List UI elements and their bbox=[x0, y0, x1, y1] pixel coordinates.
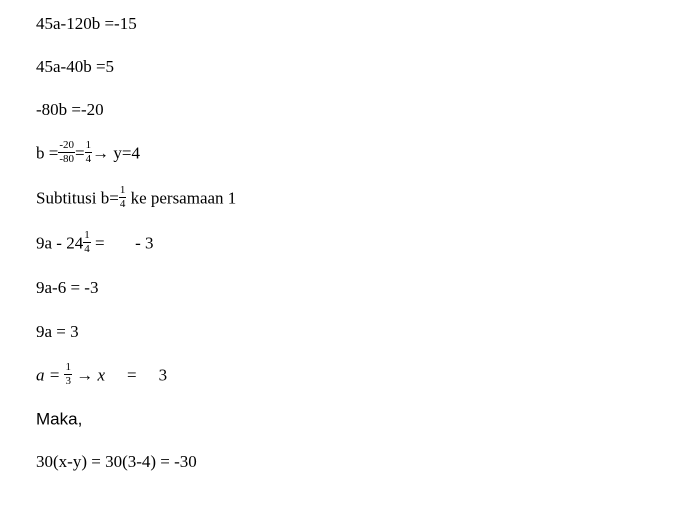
text: - 3 bbox=[131, 234, 154, 253]
numerator: 1 bbox=[64, 362, 72, 375]
text: → y=4 bbox=[92, 144, 140, 163]
numerator: 1 bbox=[85, 140, 93, 153]
equation-line-6: 9a - 2414 = - 3 bbox=[36, 231, 641, 256]
denominator: 4 bbox=[119, 198, 127, 210]
text: 45a-120b =-15 bbox=[36, 14, 137, 33]
text: 9a - 24 bbox=[36, 234, 83, 253]
maka-line: Maka, bbox=[36, 408, 641, 431]
text: b = bbox=[36, 144, 58, 163]
text: 30(x-y) = 30(3-4) = -30 bbox=[36, 452, 197, 471]
equation-line-7: 9a-6 = -3 bbox=[36, 276, 641, 299]
math-document: 45a-120b =-15 45a-40b =5 -80b =-20 b =-2… bbox=[0, 0, 677, 485]
equation-line-3: -80b =-20 bbox=[36, 98, 641, 121]
fraction: 14 bbox=[85, 140, 93, 165]
fraction: -20-80 bbox=[58, 140, 75, 165]
equation-line-4: b =-20-80=14→ y=4 bbox=[36, 141, 641, 166]
equation-line-2: 45a-40b =5 bbox=[36, 55, 641, 78]
text: -80b =-20 bbox=[36, 100, 104, 119]
numerator: 1 bbox=[119, 185, 127, 198]
text: 45a-40b =5 bbox=[36, 57, 114, 76]
text: → x bbox=[72, 365, 105, 384]
text: Subtitusi b= bbox=[36, 189, 119, 208]
text: ke persamaan 1 bbox=[126, 189, 236, 208]
numerator: 1 bbox=[83, 230, 91, 243]
equation-line-8: 9a = 3 bbox=[36, 320, 641, 343]
fraction: 13 bbox=[64, 362, 72, 387]
text: a = bbox=[36, 365, 64, 384]
denominator: -80 bbox=[58, 153, 75, 165]
text: 9a = 3 bbox=[36, 322, 79, 341]
text: 3 bbox=[159, 365, 168, 384]
denominator: 4 bbox=[83, 243, 91, 255]
equation-line-1: 45a-120b =-15 bbox=[36, 12, 641, 35]
text: = bbox=[127, 365, 137, 384]
text: = bbox=[91, 234, 109, 253]
text: Maka, bbox=[36, 409, 82, 428]
numerator: -20 bbox=[58, 140, 75, 153]
fraction: 14 bbox=[119, 185, 127, 210]
substitution-line: Subtitusi b=14 ke persamaan 1 bbox=[36, 186, 641, 211]
text: = bbox=[75, 144, 85, 163]
equation-line-9: a = 13 → x=3 bbox=[36, 363, 641, 388]
result-line: 30(x-y) = 30(3-4) = -30 bbox=[36, 450, 641, 473]
denominator: 4 bbox=[85, 153, 93, 165]
fraction: 14 bbox=[83, 230, 91, 255]
denominator: 3 bbox=[64, 375, 72, 387]
text: 9a-6 = -3 bbox=[36, 278, 98, 297]
